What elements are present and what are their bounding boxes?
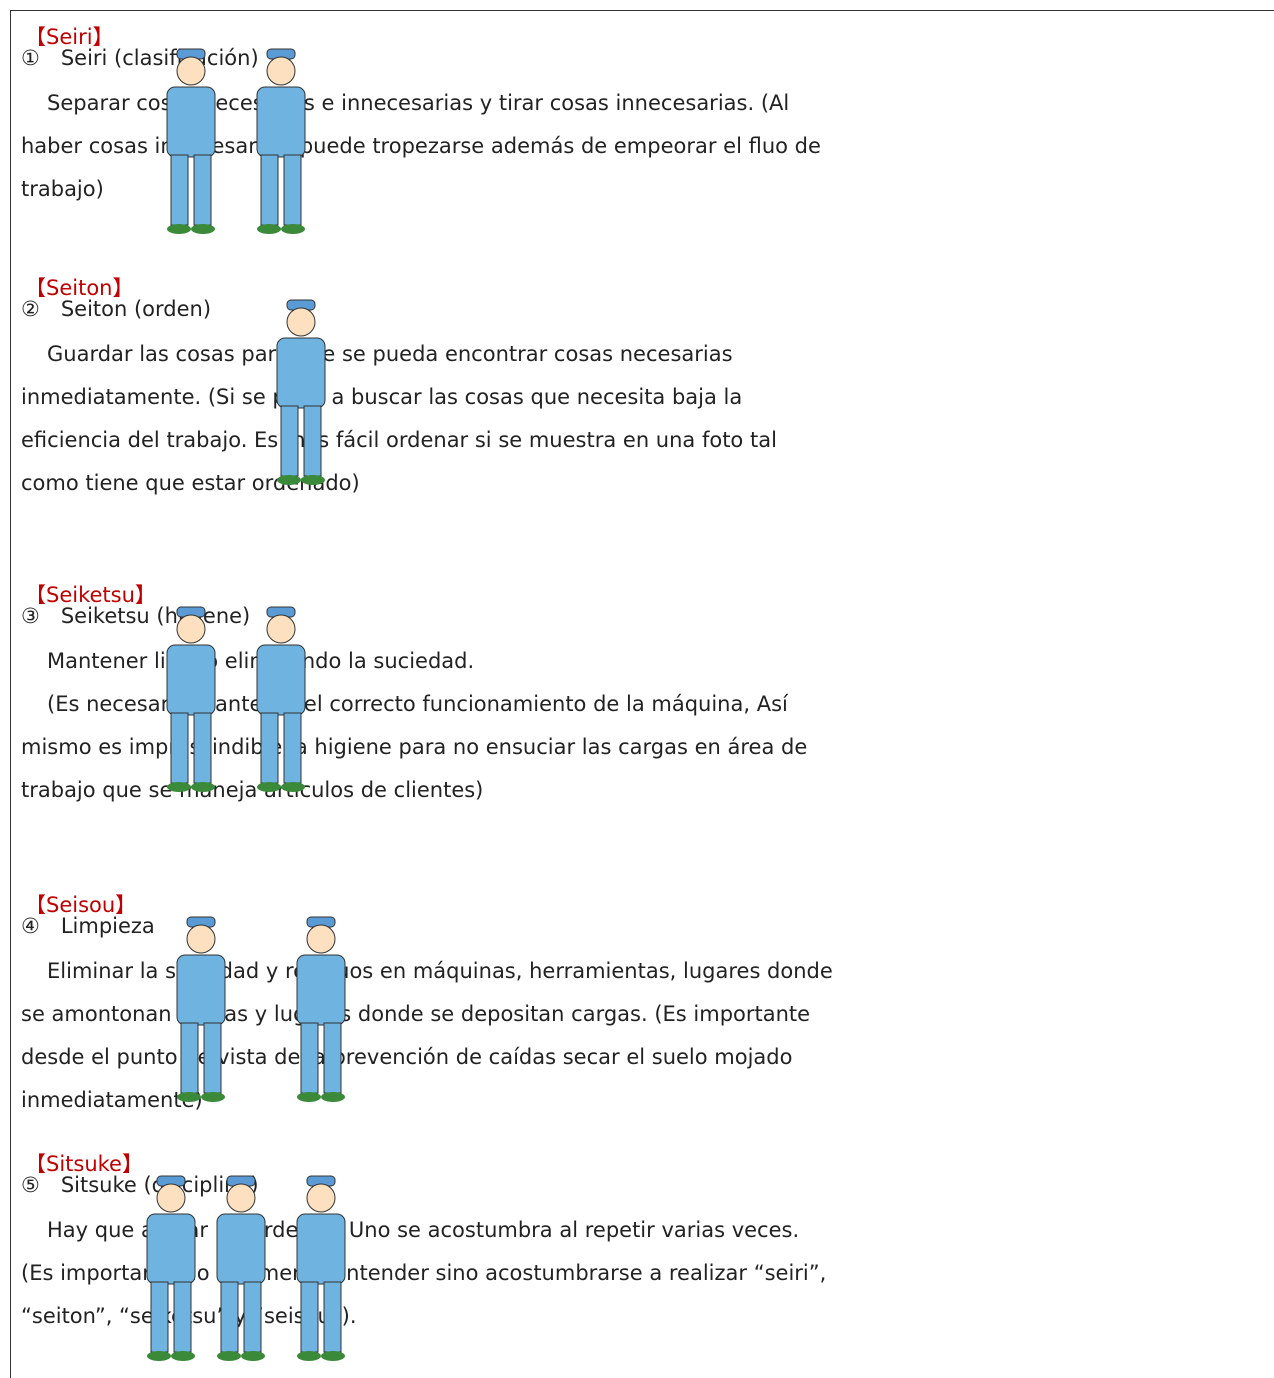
item-text: Separar cosas necesarias e innecesarias …: [21, 91, 821, 201]
table: 【Seiri】 ① Seiri (clasificación) Separar co…: [10, 10, 1274, 1378]
table-row: 【Seisou】 ④ Limpieza Eliminar la suciedad y…: [11, 879, 1274, 1138]
illustration: [176, 916, 346, 1102]
illustration: [166, 606, 306, 792]
table-row: 【Seiketsu】 ③ Seiketsu (higiene) Mantener l…: [11, 569, 1274, 879]
row-label: 【Seiketsu】: [25, 583, 156, 607]
text-cell: ② Seiton (orden) Guardar las cosas para q…: [11, 262, 836, 505]
table-row: 【Seiton】 ② Seiton (orden) Guardar las cosa…: [11, 262, 1274, 569]
item-heading: ⑤ Sitsuke (disciplina): [21, 1173, 259, 1197]
row-label: 【Seiton】: [25, 276, 134, 300]
illustration: [276, 299, 326, 485]
table-row: 【Seiri】 ① Seiri (clasificación) Separar co…: [11, 11, 1274, 262]
item-heading: ① Seiri (clasificación): [21, 46, 259, 70]
table-row: 【Sitsuke】⑤ Sitsuke (disciplina)Hay que a…: [11, 1138, 1274, 1378]
row-label: 【Sitsuke】: [25, 1152, 143, 1176]
item-text: Guardar las cosas para que se pueda enco…: [21, 342, 777, 495]
item-heading: ④ Limpieza: [21, 914, 155, 938]
item-heading: ③ Seiketsu (higiene): [21, 604, 251, 628]
row-label: 【Seiri】: [25, 25, 114, 49]
row-label: 【Seisou】: [25, 893, 137, 917]
illustration: [146, 1175, 346, 1361]
text-cell: ① Seiri (clasificación) Separar cosas nec…: [11, 11, 836, 211]
illustration: [166, 48, 306, 234]
item-heading: ② Seiton (orden): [21, 297, 212, 321]
